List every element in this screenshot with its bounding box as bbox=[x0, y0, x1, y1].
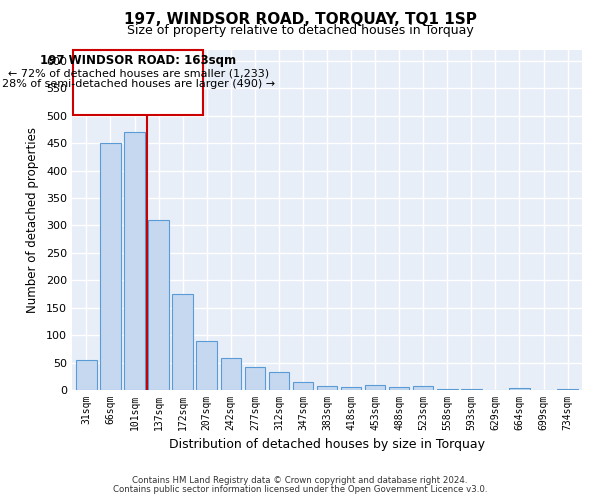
Text: Contains public sector information licensed under the Open Government Licence v3: Contains public sector information licen… bbox=[113, 484, 487, 494]
Bar bbox=[269, 372, 289, 390]
Bar bbox=[196, 340, 217, 390]
Bar bbox=[293, 382, 313, 390]
Text: Contains HM Land Registry data © Crown copyright and database right 2024.: Contains HM Land Registry data © Crown c… bbox=[132, 476, 468, 485]
Bar bbox=[124, 132, 145, 390]
Bar bbox=[221, 358, 241, 390]
Bar bbox=[172, 294, 193, 390]
Bar bbox=[413, 386, 433, 390]
Text: ← 72% of detached houses are smaller (1,233): ← 72% of detached houses are smaller (1,… bbox=[8, 68, 269, 78]
FancyBboxPatch shape bbox=[73, 50, 203, 114]
Bar bbox=[389, 388, 409, 390]
Bar bbox=[509, 388, 530, 390]
Bar bbox=[76, 360, 97, 390]
Text: 197, WINDSOR ROAD, TORQUAY, TQ1 1SP: 197, WINDSOR ROAD, TORQUAY, TQ1 1SP bbox=[124, 12, 476, 28]
Y-axis label: Number of detached properties: Number of detached properties bbox=[26, 127, 39, 313]
Bar bbox=[245, 367, 265, 390]
Text: 28% of semi-detached houses are larger (490) →: 28% of semi-detached houses are larger (… bbox=[2, 79, 275, 89]
Bar bbox=[148, 220, 169, 390]
Bar bbox=[557, 389, 578, 390]
Text: 197 WINDSOR ROAD: 163sqm: 197 WINDSOR ROAD: 163sqm bbox=[40, 54, 236, 68]
Bar bbox=[365, 384, 385, 390]
Bar bbox=[317, 386, 337, 390]
Bar bbox=[100, 143, 121, 390]
Bar bbox=[341, 388, 361, 390]
Text: Size of property relative to detached houses in Torquay: Size of property relative to detached ho… bbox=[127, 24, 473, 37]
X-axis label: Distribution of detached houses by size in Torquay: Distribution of detached houses by size … bbox=[169, 438, 485, 452]
